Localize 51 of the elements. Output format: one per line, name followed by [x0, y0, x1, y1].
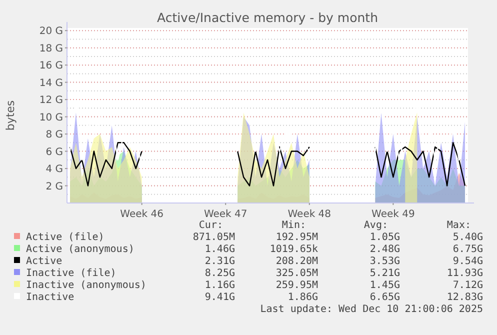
text: 1.45G	[370, 280, 400, 291]
text: 1.16G	[204, 280, 235, 291]
legend-label: Inactive (anonymous)	[26, 280, 146, 291]
x-tick-label: Week 48	[288, 209, 332, 220]
text: 8.25G	[204, 268, 235, 279]
y-tick-label: 6 G	[46, 146, 63, 158]
text: 1.86G	[288, 292, 318, 303]
text: 259.95M	[276, 280, 318, 291]
text: 9.54G	[452, 256, 483, 267]
y-axis-title: bytes	[4, 100, 17, 131]
y-tick-label: 2 G	[46, 181, 63, 192]
legend-label: Inactive (file)	[26, 268, 116, 279]
text: Last update: Wed Dec 10 21:00:06 2025	[260, 304, 483, 315]
text: 6.65G	[370, 292, 400, 303]
legend-label: Active (file)	[26, 232, 104, 243]
text: Max:	[446, 220, 471, 231]
text: Avg:	[364, 220, 388, 231]
text: 3.53G	[370, 256, 400, 267]
x-tick-label: Week 46	[120, 209, 164, 220]
text: 1019.65k	[270, 244, 318, 255]
y-tick-label: 16 G	[39, 60, 63, 72]
y-tick-label: 10 G	[39, 112, 63, 124]
legend-label: Active (anonymous)	[26, 244, 134, 255]
text: 9.41G	[204, 292, 235, 303]
legend-label: Inactive	[26, 292, 74, 303]
text: 2.48G	[370, 244, 400, 255]
y-tick-label: 18 G	[39, 43, 63, 54]
text: 11.93G	[446, 268, 483, 279]
chart-title: Active/Inactive memory - by month	[156, 10, 378, 25]
y-tick-label: 14 G	[39, 78, 63, 89]
text: 5.40G	[452, 232, 483, 243]
y-tick-label: 20 G	[39, 26, 63, 38]
text: Cur:	[198, 220, 223, 231]
y-tick-label: 8 G	[46, 130, 63, 141]
text: Min:	[282, 220, 306, 231]
text: 1.05G	[370, 232, 400, 243]
text: 1.46G	[204, 244, 235, 255]
x-tick-label: Week 49	[372, 209, 415, 220]
x-tick-label: Week 47	[204, 209, 248, 220]
text: 7.12G	[452, 280, 483, 291]
text: 6.75G	[452, 244, 483, 255]
text: 871.05M	[192, 232, 235, 243]
y-tick-label: 12 G	[39, 95, 63, 106]
y-tick-label: 4 G	[46, 164, 63, 176]
text: 12.83G	[446, 292, 483, 303]
text: 2.31G	[204, 256, 235, 267]
text: 192.95M	[276, 232, 318, 243]
text: 325.05M	[276, 268, 318, 279]
text: 208.20M	[276, 256, 318, 267]
text: 5.21G	[370, 268, 400, 279]
legend-label: Active	[26, 256, 62, 267]
